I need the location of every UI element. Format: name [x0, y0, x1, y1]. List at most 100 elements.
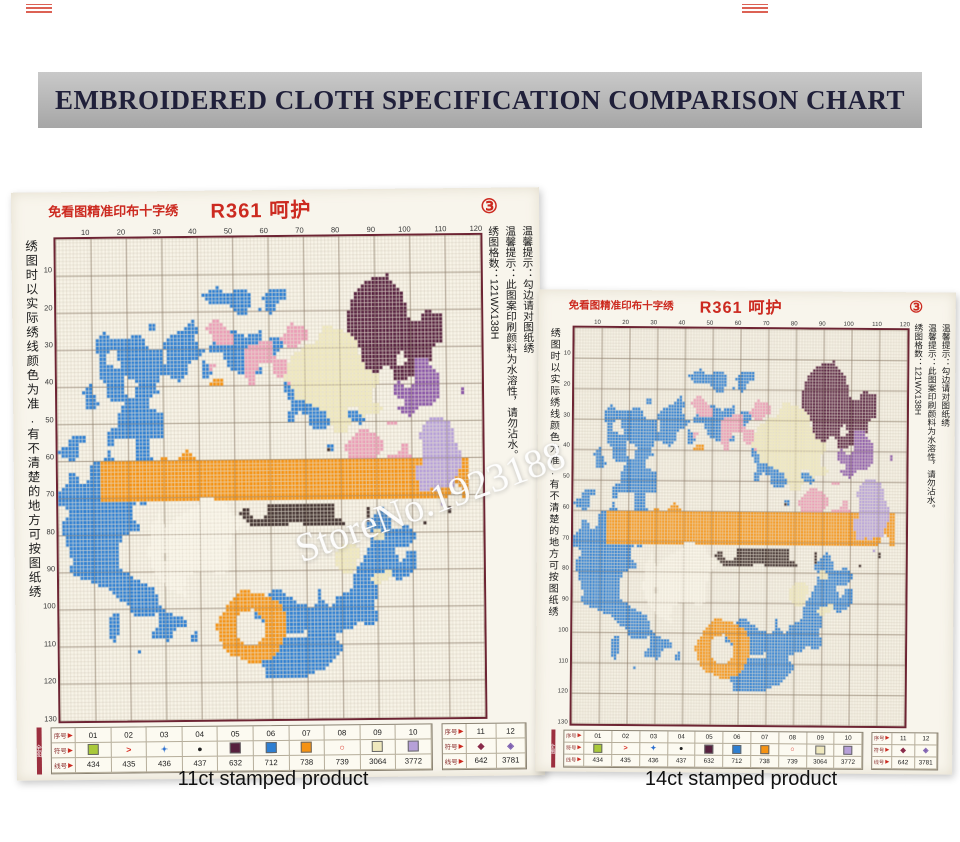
color-swatch	[253, 740, 290, 757]
tick-label: 10	[80, 227, 90, 237]
tick-label: 20	[44, 302, 53, 313]
legend-number: 11	[892, 733, 916, 746]
color-swatch	[584, 742, 613, 755]
swatch-fill	[759, 744, 770, 755]
tick-label: 90	[366, 224, 376, 234]
legend-number: 06	[253, 725, 290, 742]
swatch-glyph: ✦	[650, 743, 657, 753]
tick-label: 110	[558, 657, 569, 665]
color-swatch: >	[612, 742, 641, 755]
color-legend: 全图 序号 ▶ 01 02 03 04 05 06 07 08 09 10 符号 ▶ > ✦ ● ○ 线号 ▶ 434 43…	[22, 722, 538, 775]
stitch-grid: 10 20 30 40 50 60 70 80 90 100 110 120 10 20 30 40 50 60…	[557, 315, 911, 729]
corner-artifact-right	[742, 4, 768, 13]
tick-label: 100	[398, 224, 411, 234]
legend-number: 01	[75, 727, 112, 744]
swatch-glyph: ○	[790, 745, 795, 754]
color-swatch: ◆	[466, 738, 497, 754]
legend-row-label: 符号 ▶	[563, 742, 585, 755]
legend-number: 02	[612, 730, 641, 744]
tick-label: 80	[330, 225, 340, 235]
legend-table: 序号 ▶ 11 12 符号 ▶ ◆ ◈ 线号 ▶ 642 3781	[870, 731, 939, 771]
legend-number: 03	[146, 727, 183, 743]
sheet-badge: ③	[908, 299, 924, 317]
legend-side-label: 全图	[551, 729, 556, 768]
color-swatch: ◈	[914, 745, 938, 758]
color-swatch: ○	[324, 740, 361, 756]
legend-code: 632	[695, 755, 724, 768]
tick-label: 60	[45, 452, 55, 462]
color-swatch	[360, 739, 397, 756]
legend-number: 04	[667, 731, 696, 744]
swatch-fill	[265, 742, 277, 754]
color-swatch: ✦	[639, 743, 668, 756]
note-outline: 温馨提示：勾边请对图纸绣	[940, 323, 952, 427]
sheet-body: 绣图时以实际绣线颜色为准.有不清楚的地方可按图纸绣 10 20 30 40 50 60 70…	[540, 315, 951, 729]
legend-row-label: 线号 ▶	[442, 753, 467, 770]
legend-number: 11	[466, 723, 497, 740]
caption-14ct: 14ct stamped product	[644, 768, 838, 790]
color-swatch	[75, 742, 112, 759]
legend-number: 12	[496, 723, 526, 739]
legend-code: 435	[612, 754, 640, 767]
tick-label: 40	[188, 226, 197, 236]
legend-number: 08	[779, 732, 807, 745]
swatch-fill	[732, 744, 742, 754]
legend-number: 07	[751, 731, 780, 745]
tick-label: 120	[43, 676, 57, 686]
tick-label: 30	[44, 340, 53, 350]
grid-body: 10 20 30 40 50 60 70 80 90 100 110 120 130	[39, 232, 488, 723]
sheet-body: 绣图时以实际绣线颜色为准.有不清楚的地方可按图纸绣 10 20 30 40 50 60 70…	[17, 219, 538, 723]
color-swatch: ●	[667, 743, 696, 756]
right-notes: 温馨提示：勾边请对图纸绣 温馨提示：此图案印刷颜料为水溶性，请勿沾水。 绣图格数…	[907, 318, 952, 729]
color-swatch: ○	[778, 744, 807, 757]
swatch-glyph: ◈	[507, 740, 515, 751]
tick-label: 120	[557, 687, 568, 696]
swatch-glyph: ◈	[922, 746, 929, 755]
legend-code: 3772	[834, 756, 863, 769]
legend-number: 05	[695, 731, 724, 744]
color-swatch: ◈	[496, 738, 526, 754]
tick-label: 40	[563, 441, 570, 449]
tick-label: 50	[45, 414, 54, 425]
tick-label: 10	[43, 265, 53, 275]
tick-label: 90	[561, 595, 569, 603]
tick-label: 40	[44, 377, 54, 387]
legend-number: 06	[723, 731, 752, 744]
legend-number: 04	[182, 726, 219, 742]
legend-code: 437	[667, 755, 696, 768]
swatch-fill	[229, 742, 242, 755]
legend-code: 436	[639, 754, 668, 768]
legend-row-label: 符号 ▶	[871, 744, 893, 757]
swatch-fill	[372, 741, 384, 753]
tick-label: 10	[563, 349, 571, 357]
tick-label: 30	[563, 411, 571, 419]
banner-title: EMBROIDERED CLOTH SPECIFICATION COMPARIS…	[38, 72, 922, 128]
pattern-sheet-11ct: 免看图精准印布十字绣 R361 呵护 ③ 绣图时以实际绣线颜色为准.有不清楚的地…	[10, 187, 545, 781]
color-swatch	[695, 743, 724, 756]
swatch-fill	[593, 743, 603, 753]
color-swatch	[289, 740, 325, 756]
legend-table: 序号 ▶ 11 12 符号 ▶ ◆ ◈ 线号 ▶ 642 3781	[441, 722, 528, 771]
tick-label: 20	[563, 380, 571, 388]
legend-number: 05	[217, 726, 254, 742]
stitch-pattern-canvas	[53, 232, 488, 723]
legend-number: 08	[324, 725, 361, 741]
legend-code: 738	[751, 755, 779, 768]
tick-label: 50	[223, 226, 233, 236]
sheet-title: R361 呵护	[699, 298, 783, 318]
legend-number: 10	[395, 724, 432, 740]
legend-row-label: 序号 ▶	[51, 728, 76, 744]
color-swatch	[751, 743, 780, 757]
note-water-soluble: 温馨提示：此图案印刷颜料为水溶性，请勿沾水。	[926, 323, 938, 513]
tick-label: 130	[557, 718, 568, 726]
tick-label: 100	[43, 601, 56, 611]
tick-label: 120	[469, 223, 483, 233]
sheet-title: R361 呵护	[210, 199, 312, 224]
legend-table: 序号 ▶ 01 02 03 04 05 06 07 08 09 10 符号 ▶ > ✦ ● ○ 线号 ▶ 434 435 4…	[50, 723, 433, 775]
legend-number: 09	[360, 724, 396, 741]
legend-number: 10	[834, 732, 863, 745]
legend-code: 3064	[806, 756, 835, 769]
legend-side-label: 全图	[36, 727, 43, 775]
note-grid-count: 绣图格数：121WX138H	[913, 323, 924, 415]
